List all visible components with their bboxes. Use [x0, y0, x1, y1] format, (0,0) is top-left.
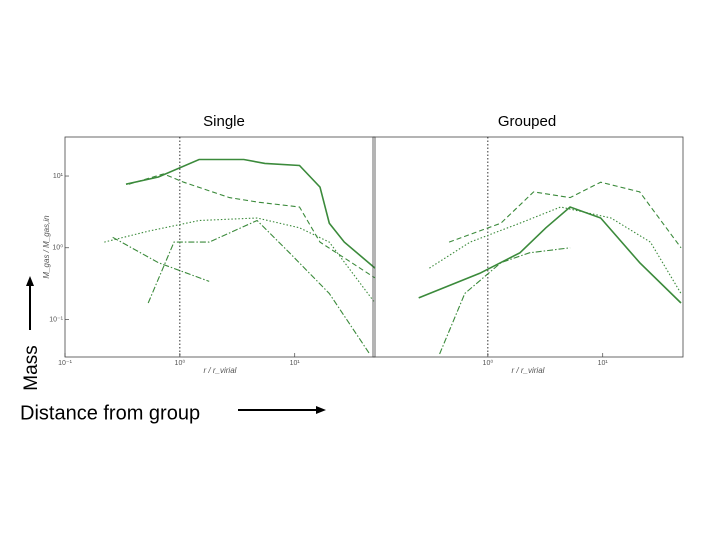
- y-tick-label: 10¹: [53, 173, 64, 180]
- y-axis-label: M_gas / M_gas,in: [42, 215, 51, 279]
- series-line: [112, 236, 210, 282]
- arrow-head: [26, 276, 34, 286]
- series-line: [147, 219, 371, 355]
- plot-frame: [64, 136, 376, 358]
- series-line: [125, 158, 376, 269]
- series-line: [448, 181, 682, 249]
- series-line: [104, 217, 376, 304]
- series-line: [128, 173, 376, 279]
- x-tick-label: 10⁰: [175, 359, 186, 367]
- y-tick-label: 10⁰: [52, 244, 63, 252]
- series-line: [439, 247, 571, 355]
- y-tick-label: 10⁻¹: [49, 316, 63, 323]
- x-tick-label: 10⁰: [483, 359, 494, 367]
- x-tick-label: 10¹: [598, 360, 609, 367]
- slide-x-label: Distance from group: [20, 402, 200, 424]
- panel-title: Grouped: [498, 113, 556, 130]
- panel-title: Single: [203, 113, 245, 130]
- x-tick-label: 10¹: [290, 360, 301, 367]
- x-axis-label: r / r_virial: [512, 366, 545, 375]
- x-axis-label: r / r_virial: [204, 366, 237, 375]
- plot-frame: [372, 136, 684, 358]
- arrow-head: [316, 406, 326, 414]
- series-line: [418, 206, 682, 304]
- x-tick-label: 10⁻¹: [58, 360, 72, 367]
- slide-y-label: Mass: [21, 345, 42, 390]
